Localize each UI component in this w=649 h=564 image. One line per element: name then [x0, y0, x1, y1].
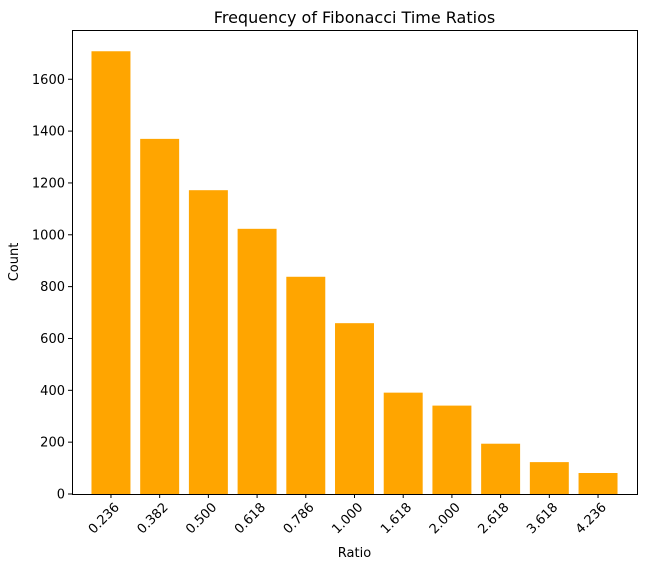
y-tick-label: 1200: [32, 176, 65, 191]
x-axis-label: Ratio: [338, 546, 371, 560]
y-axis: 0 200 400 600 800 1000 1200 1400 1600: [32, 73, 72, 503]
chart-title: Frequency of Fibonacci Time Ratios: [214, 8, 495, 27]
x-axis: 0.236 0.382 0.500 0.618 0.786 1.000 1.618 2.000…: [86, 494, 610, 537]
x-tick-label: 0.786: [281, 500, 318, 537]
y-tick-label: 200: [40, 436, 65, 451]
bar-0.786: [286, 276, 326, 494]
x-tick-label: 2.618: [476, 500, 513, 537]
bar-2.000: [432, 405, 472, 494]
bar-4.236: [578, 473, 618, 494]
y-axis-label: Count: [7, 243, 22, 282]
x-tick-label: 1.618: [378, 500, 415, 537]
x-tick-label: 0.236: [86, 500, 123, 537]
bar-0.618: [237, 228, 277, 494]
y-tick-label: 1400: [32, 125, 65, 140]
y-tick-label: 0: [57, 488, 65, 503]
x-tick-label: 2.000: [427, 500, 464, 537]
y-tick-label: 400: [40, 384, 65, 399]
y-tick-label: 600: [40, 332, 65, 347]
bar-0.500: [188, 190, 228, 494]
bar-0.236: [91, 51, 131, 495]
bars-layer: [91, 51, 618, 495]
plot-frame: [72, 30, 638, 495]
x-tick-label: 0.500: [183, 500, 220, 537]
bar-3.618: [529, 462, 569, 494]
y-tick-label: 800: [40, 280, 65, 295]
x-tick-label: 1.000: [329, 500, 366, 537]
y-tick-label: 1000: [32, 228, 65, 243]
x-tick-label: 0.618: [232, 500, 269, 537]
bar-2.618: [481, 443, 521, 494]
bar-0.382: [140, 138, 180, 494]
y-tick-label: 1600: [32, 73, 65, 88]
bar-1.618: [383, 392, 423, 494]
x-tick-label: 4.236: [573, 500, 610, 537]
x-tick-label: 0.382: [135, 500, 172, 537]
x-tick-label: 3.618: [524, 500, 561, 537]
bar-1.000: [335, 323, 374, 494]
